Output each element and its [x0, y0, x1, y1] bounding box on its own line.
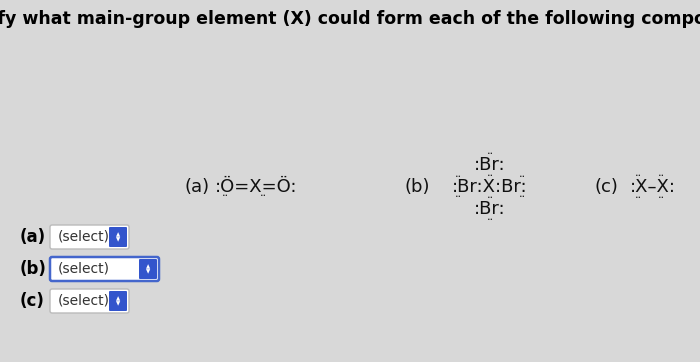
Text: ▲: ▲: [116, 296, 120, 301]
Text: ⋅⋅: ⋅⋅: [260, 191, 267, 201]
Text: :Br:X:Br:: :Br:X:Br:: [452, 178, 528, 196]
Text: (c): (c): [595, 178, 619, 196]
Text: ⋅⋅: ⋅⋅: [222, 191, 229, 201]
Text: (c): (c): [20, 292, 45, 310]
Text: ⋅⋅: ⋅⋅: [486, 149, 493, 159]
Text: Identify what main-group element (X) could form each of the following compounds.: Identify what main-group element (X) cou…: [0, 10, 700, 28]
Text: (a): (a): [185, 178, 210, 196]
Text: (select): (select): [58, 294, 110, 308]
FancyBboxPatch shape: [139, 259, 157, 279]
FancyBboxPatch shape: [50, 225, 129, 249]
Text: ⋅⋅: ⋅⋅: [486, 171, 493, 181]
FancyBboxPatch shape: [109, 291, 127, 311]
Text: (b): (b): [20, 260, 47, 278]
Text: ▲: ▲: [146, 264, 150, 269]
Text: (select): (select): [58, 230, 110, 244]
Text: ▲: ▲: [116, 232, 120, 237]
Text: :Br:: :Br:: [474, 200, 506, 218]
Text: :Br:: :Br:: [474, 156, 506, 174]
Text: (a): (a): [20, 228, 46, 246]
Text: ⋅⋅: ⋅⋅: [454, 192, 461, 202]
Text: (b): (b): [405, 178, 430, 196]
FancyBboxPatch shape: [109, 227, 127, 247]
Text: ▼: ▼: [146, 269, 150, 274]
FancyBboxPatch shape: [50, 289, 129, 313]
Text: ⋅⋅: ⋅⋅: [519, 172, 526, 182]
Text: :Ö=X=Ö:: :Ö=X=Ö:: [215, 178, 298, 196]
Text: ▼: ▼: [116, 237, 120, 242]
Text: ⋅⋅: ⋅⋅: [657, 171, 664, 181]
Text: ⋅⋅: ⋅⋅: [519, 192, 526, 202]
Text: ⋅⋅: ⋅⋅: [634, 193, 641, 203]
Text: ⋅⋅: ⋅⋅: [454, 172, 461, 182]
Text: ⋅⋅: ⋅⋅: [657, 193, 664, 203]
Text: (select): (select): [58, 262, 110, 276]
Text: ▼: ▼: [116, 301, 120, 306]
Text: ⋅⋅: ⋅⋅: [486, 193, 493, 203]
FancyBboxPatch shape: [50, 257, 159, 281]
Text: ⋅⋅: ⋅⋅: [486, 215, 493, 225]
Text: ⋅⋅: ⋅⋅: [634, 171, 641, 181]
Text: :X–X:: :X–X:: [630, 178, 676, 196]
